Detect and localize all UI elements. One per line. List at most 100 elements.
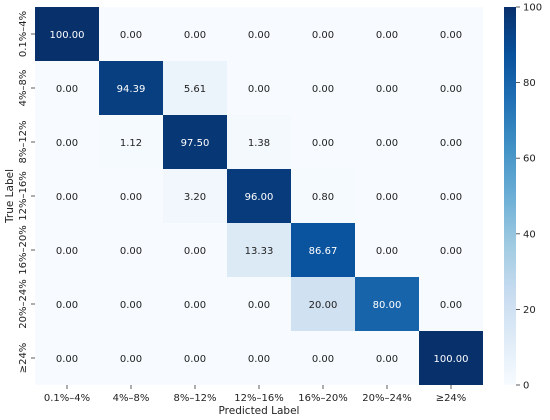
- heatmap-cell: [291, 61, 355, 115]
- heatmap-cell: [35, 331, 99, 385]
- heatmap-cell: [99, 169, 163, 223]
- cell-value-label: 0.00: [376, 246, 398, 257]
- cell-value-label: 0.00: [184, 354, 206, 365]
- cell-value-label: 0.00: [248, 84, 270, 95]
- heatmap-cell: [35, 223, 99, 277]
- heatmap-cell: [291, 277, 355, 331]
- heatmap-cell: [227, 223, 291, 277]
- cell-value-label: 0.00: [440, 300, 462, 311]
- heatmap-cell: [99, 115, 163, 169]
- heatmap-cell: [291, 169, 355, 223]
- heatmap-cell: [163, 169, 227, 223]
- cell-value-label: 0.00: [440, 246, 462, 257]
- x-tick-label: 4%–8%: [113, 393, 150, 404]
- cell-value-label: 0.00: [184, 300, 206, 311]
- heatmap-cell: [355, 7, 419, 61]
- y-tick-label: 8%–12%: [18, 120, 29, 163]
- cell-value-label: 0.00: [120, 354, 142, 365]
- heatmap-cell: [35, 277, 99, 331]
- heatmap-cell: [99, 61, 163, 115]
- cell-value-label: 0.00: [440, 192, 462, 203]
- cell-value-label: 80.00: [373, 300, 402, 311]
- colorbar-tick-label: 80: [523, 78, 536, 89]
- cell-value-label: 100.00: [434, 354, 469, 365]
- cell-value-label: 20.00: [309, 300, 338, 311]
- x-tick-label: 0.1%–4%: [44, 393, 90, 404]
- cell-value-label: 0.00: [312, 30, 334, 41]
- cell-value-label: 0.00: [376, 30, 398, 41]
- cell-value-label: 0.00: [120, 246, 142, 257]
- cell-value-label: 0.00: [56, 246, 78, 257]
- x-axis: 0.1%–4% 4%–8% 8%–12% 12%–16% 16%–20% 20%–24% ≥…: [44, 385, 466, 404]
- heatmap-cell: [355, 61, 419, 115]
- colorbar-gradient: [504, 7, 516, 385]
- heatmap-cell: [163, 223, 227, 277]
- cell-value-label: 3.20: [184, 192, 206, 203]
- heatmap-cell: [355, 331, 419, 385]
- heatmap-cell: [355, 223, 419, 277]
- cell-value-label: 0.00: [120, 30, 142, 41]
- heatmap-cell: [419, 277, 483, 331]
- y-tick-label: 16%–20%: [18, 225, 29, 274]
- y-tick-label: 4%–8%: [18, 70, 29, 107]
- cell-value-label: 100.00: [50, 30, 85, 41]
- heatmap-cell: [355, 169, 419, 223]
- x-tick-label: 8%–12%: [173, 393, 216, 404]
- heatmap-cell: [355, 277, 419, 331]
- heatmap-cell: [419, 61, 483, 115]
- cell-value-label: 0.00: [312, 138, 334, 149]
- x-tick-label: 20%–24%: [362, 393, 411, 404]
- heatmap-cell: [99, 223, 163, 277]
- cell-value-label: 0.80: [312, 192, 334, 203]
- x-tick-label: 16%–20%: [298, 393, 347, 404]
- y-tick-label: 0.1%–4%: [18, 11, 29, 57]
- cell-value-label: 0.00: [248, 300, 270, 311]
- colorbar-tick-label: 0: [523, 381, 529, 392]
- heatmap-cell: [163, 115, 227, 169]
- cell-value-label: 13.33: [245, 246, 274, 257]
- cell-value-label: 0.00: [248, 30, 270, 41]
- cell-value-label: 0.00: [56, 84, 78, 95]
- cell-value-label: 0.00: [120, 300, 142, 311]
- heatmap-cell: [291, 331, 355, 385]
- heatmap-cell: [35, 7, 99, 61]
- colorbar: 0 20 40 60 80 100: [504, 3, 542, 392]
- cell-value-label: 0.00: [312, 84, 334, 95]
- cell-value-label: 94.39: [117, 84, 146, 95]
- cell-value-label: 0.00: [120, 192, 142, 203]
- heatmap-cell: [227, 61, 291, 115]
- x-tick-label: 12%–16%: [234, 393, 283, 404]
- cell-value-label: 5.61: [184, 84, 206, 95]
- cell-value-label: 0.00: [56, 300, 78, 311]
- heatmap-cell: [419, 115, 483, 169]
- cell-value-label: 0.00: [440, 138, 462, 149]
- heatmap-cell: [163, 7, 227, 61]
- cell-value-label: 0.00: [56, 354, 78, 365]
- cell-value-label: 0.00: [184, 30, 206, 41]
- heatmap-cell: [227, 115, 291, 169]
- heatmap-cell: [163, 277, 227, 331]
- heatmap-cell: [227, 7, 291, 61]
- cell-value-label: 1.38: [248, 138, 270, 149]
- cell-value-label: 0.00: [56, 192, 78, 203]
- x-axis-label: Predicted Label: [219, 405, 300, 417]
- cell-value-label: 86.67: [309, 246, 338, 257]
- y-axis-label: True Label: [4, 169, 16, 224]
- heatmap-cell: [291, 223, 355, 277]
- colorbar-tick-label: 100: [523, 3, 542, 14]
- cell-value-label: 0.00: [376, 84, 398, 95]
- colorbar-tick-label: 60: [523, 154, 536, 165]
- heatmap-cell: [227, 331, 291, 385]
- y-tick-label: 12%–16%: [18, 171, 29, 220]
- cell-value-label: 1.12: [120, 138, 142, 149]
- colorbar-tick-label: 20: [523, 305, 536, 316]
- y-axis: 0.1%–4% 4%–8% 8%–12% 12%–16% 16%–20% 20%–24% ≥…: [18, 11, 35, 373]
- heatmap-cells: 100.00 0.00 0.00 0.00 0.00 0.00 0.00 0.00 94.39 5…: [35, 7, 483, 385]
- cell-value-label: 0.00: [312, 354, 334, 365]
- cell-value-label: 96.00: [245, 192, 274, 203]
- heatmap-cell: [291, 115, 355, 169]
- heatmap-cell: [163, 331, 227, 385]
- colorbar-tick-label: 40: [523, 229, 536, 240]
- heatmap-cell: [99, 331, 163, 385]
- cell-value-label: 0.00: [376, 354, 398, 365]
